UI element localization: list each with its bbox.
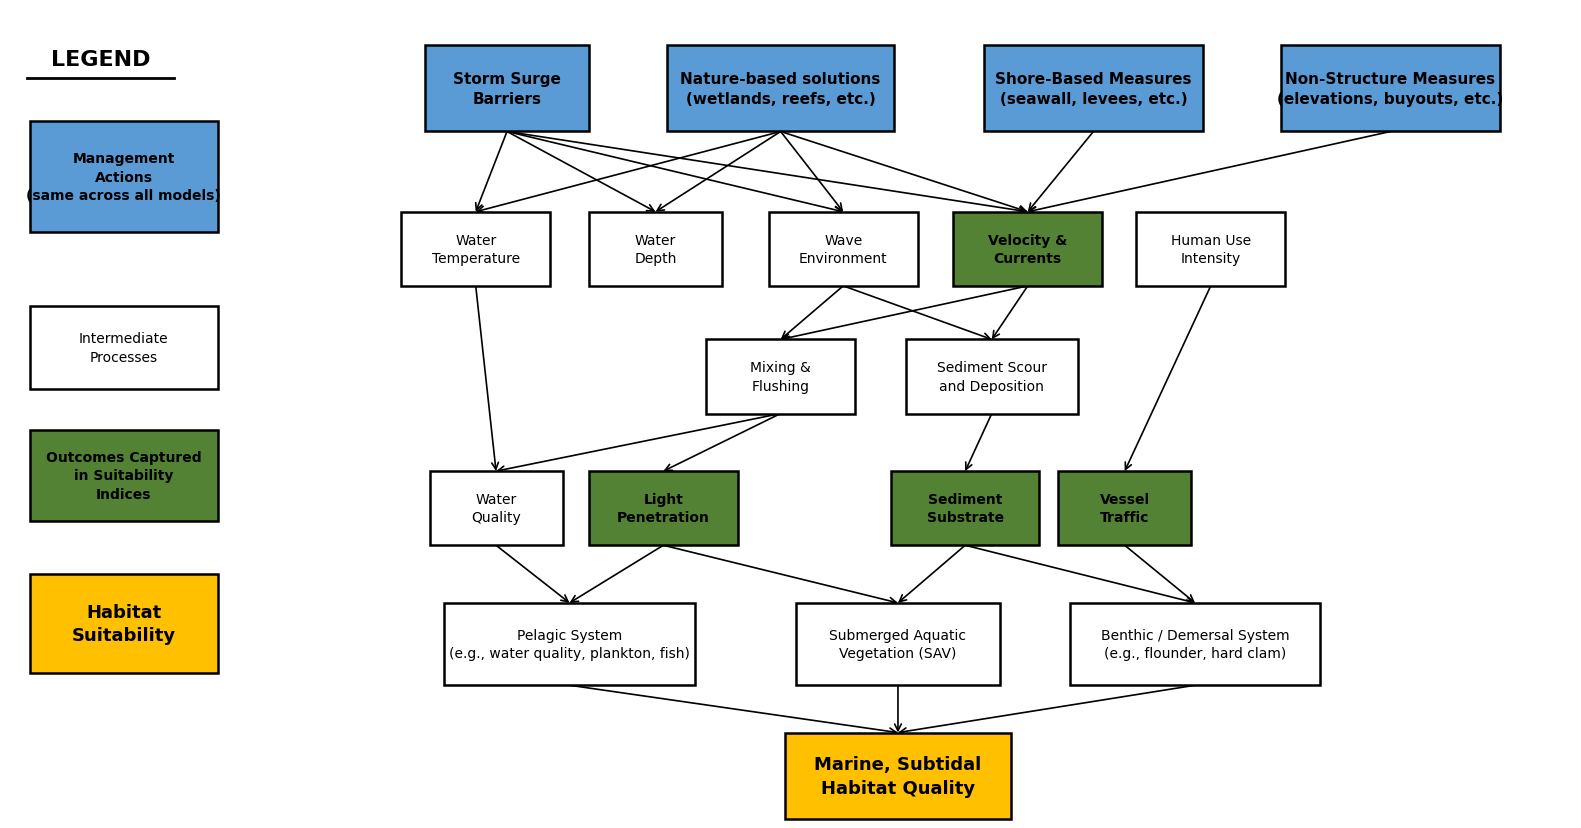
FancyBboxPatch shape [1281,46,1500,132]
FancyBboxPatch shape [892,472,1039,546]
Text: Non-Structure Measures
(elevations, buyouts, etc.): Non-Structure Measures (elevations, buyo… [1277,72,1504,107]
Text: Submerged Aquatic
Vegetation (SAV): Submerged Aquatic Vegetation (SAV) [830,628,966,661]
FancyBboxPatch shape [768,213,917,286]
Text: Mixing &
Flushing: Mixing & Flushing [751,361,811,393]
FancyBboxPatch shape [430,472,563,546]
Text: Marine, Subtidal
Habitat Quality: Marine, Subtidal Habitat Quality [814,755,982,797]
Text: Velocity &
Currents: Velocity & Currents [988,233,1067,266]
FancyBboxPatch shape [953,213,1102,286]
FancyBboxPatch shape [30,575,218,673]
Text: LEGEND: LEGEND [51,51,150,70]
FancyBboxPatch shape [983,46,1203,132]
Text: Nature-based solutions
(wetlands, reefs, etc.): Nature-based solutions (wetlands, reefs,… [680,72,881,107]
Text: Habitat
Suitability: Habitat Suitability [71,603,175,644]
FancyBboxPatch shape [784,733,1012,819]
Text: Intermediate
Processes: Intermediate Processes [79,332,169,364]
FancyBboxPatch shape [444,603,694,686]
Text: Storm Surge
Barriers: Storm Surge Barriers [454,72,561,107]
Text: Light
Penetration: Light Penetration [617,493,710,525]
Text: Shore-Based Measures
(seawall, levees, etc.): Shore-Based Measures (seawall, levees, e… [994,72,1192,107]
FancyBboxPatch shape [30,122,218,233]
Text: Sediment Scour
and Deposition: Sediment Scour and Deposition [938,361,1047,393]
Text: Human Use
Intensity: Human Use Intensity [1170,233,1251,266]
Text: Benthic / Demersal System
(e.g., flounder, hard clam): Benthic / Demersal System (e.g., flounde… [1100,628,1290,661]
Text: Pelagic System
(e.g., water quality, plankton, fish): Pelagic System (e.g., water quality, pla… [449,628,689,661]
FancyBboxPatch shape [425,46,590,132]
FancyBboxPatch shape [906,340,1078,414]
FancyBboxPatch shape [590,472,738,546]
Text: Vessel
Traffic: Vessel Traffic [1100,493,1149,525]
FancyBboxPatch shape [797,603,999,686]
Text: Water
Quality: Water Quality [471,493,520,525]
Text: Sediment
Substrate: Sediment Substrate [926,493,1004,525]
Text: Management
Actions
(same across all models): Management Actions (same across all mode… [27,152,221,203]
FancyBboxPatch shape [667,46,893,132]
FancyBboxPatch shape [1070,603,1320,686]
Text: Wave
Environment: Wave Environment [798,233,887,266]
FancyBboxPatch shape [30,307,218,389]
Text: Water
Depth: Water Depth [634,233,677,266]
FancyBboxPatch shape [30,431,218,521]
FancyBboxPatch shape [1137,213,1285,286]
Text: Outcomes Captured
in Suitability
Indices: Outcomes Captured in Suitability Indices [46,450,202,501]
FancyBboxPatch shape [402,213,550,286]
FancyBboxPatch shape [590,213,723,286]
Text: Water
Temperature: Water Temperature [432,233,520,266]
FancyBboxPatch shape [707,340,855,414]
FancyBboxPatch shape [1058,472,1190,546]
